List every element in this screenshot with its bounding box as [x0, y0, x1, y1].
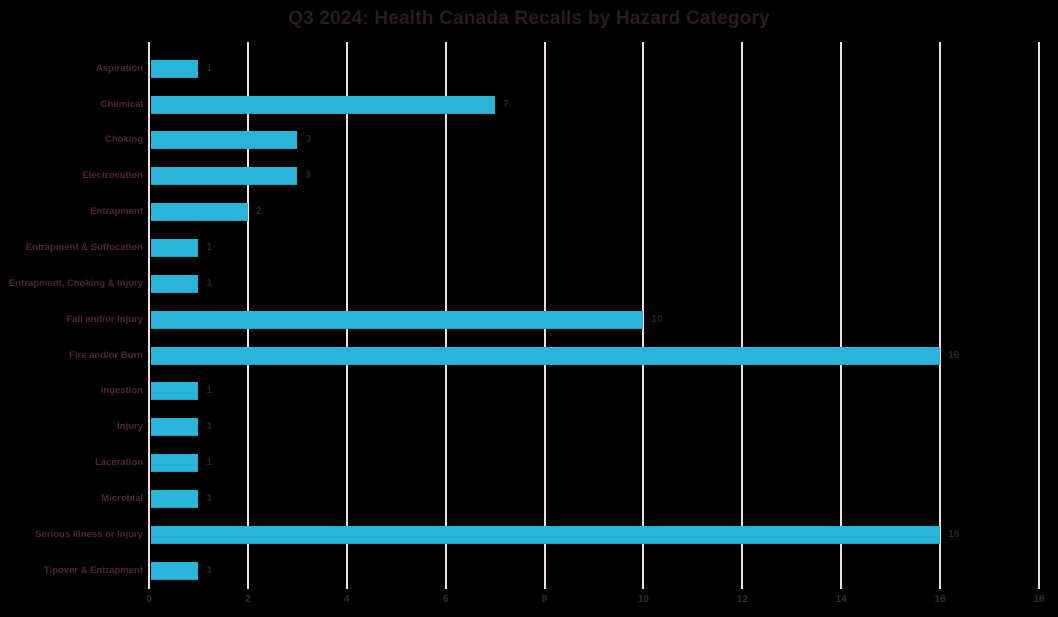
category-label: Microbial [101, 492, 143, 504]
value-label: 3 [305, 134, 311, 146]
bar [151, 561, 199, 580]
bar [151, 131, 298, 150]
category-label: Fall and/or Injury [66, 313, 143, 325]
category-label: Tipover & Entrapment [43, 564, 143, 576]
x-tick-label: 18 [1033, 594, 1045, 605]
bar [151, 59, 199, 78]
category-label: Serious Illness or Injury [35, 528, 143, 540]
x-tick-label: 2 [245, 594, 251, 605]
category-label: Chemical [100, 98, 143, 110]
grid-line [741, 42, 744, 589]
bar [151, 525, 941, 544]
value-label: 7 [503, 98, 509, 110]
plot-area [148, 42, 1040, 589]
value-label: 1 [206, 241, 212, 253]
x-tick-label: 8 [541, 594, 548, 605]
value-label: 1 [206, 457, 212, 469]
grid-line [642, 42, 645, 589]
category-label: Choking [105, 134, 143, 146]
bar [151, 274, 199, 293]
category-label: Entrapment & Suffocation [25, 241, 143, 253]
bar [151, 238, 199, 257]
grid-line [148, 42, 150, 589]
value-label: 1 [206, 385, 212, 397]
value-label: 1 [206, 492, 212, 504]
bar [151, 346, 941, 365]
x-tick-label: 4 [343, 594, 350, 605]
value-label: 1 [206, 62, 212, 74]
bar [151, 382, 199, 401]
category-label: Entrapment [90, 206, 143, 218]
value-label: 16 [948, 349, 960, 361]
x-tick-label: 16 [934, 594, 946, 605]
grid-line [1038, 42, 1040, 589]
value-label: 2 [255, 206, 262, 218]
value-label: 1 [206, 421, 212, 433]
bar [151, 203, 248, 222]
x-tick-label: 14 [835, 594, 847, 605]
bar [151, 310, 644, 329]
x-tick-label: 6 [442, 594, 449, 605]
bar [151, 167, 298, 186]
category-label: Entrapment, Choking & Injury [8, 277, 143, 289]
x-tick-label: 12 [736, 594, 748, 605]
value-label: 10 [651, 313, 663, 325]
value-label: 1 [206, 564, 212, 576]
x-tick-label: 0 [146, 594, 152, 605]
x-tick-label: 10 [637, 594, 649, 605]
value-label: 1 [206, 277, 212, 289]
bar [151, 418, 199, 437]
category-label: Laceration [94, 457, 143, 469]
category-label: Fire and/or Burn [69, 349, 143, 361]
category-label: Ingestion [100, 385, 143, 397]
value-label: 16 [948, 528, 960, 540]
category-label: Aspiration [96, 62, 143, 74]
value-label: 3 [305, 170, 311, 182]
bar [151, 489, 199, 508]
category-label: Injury [117, 421, 143, 433]
grid-line [840, 42, 843, 589]
bar [151, 454, 199, 473]
grid-line [939, 42, 942, 589]
category-label: Electrocution [82, 170, 143, 182]
bar [151, 95, 496, 114]
chart-title: Q3 2024: Health Canada Recalls by Hazard… [288, 8, 770, 29]
